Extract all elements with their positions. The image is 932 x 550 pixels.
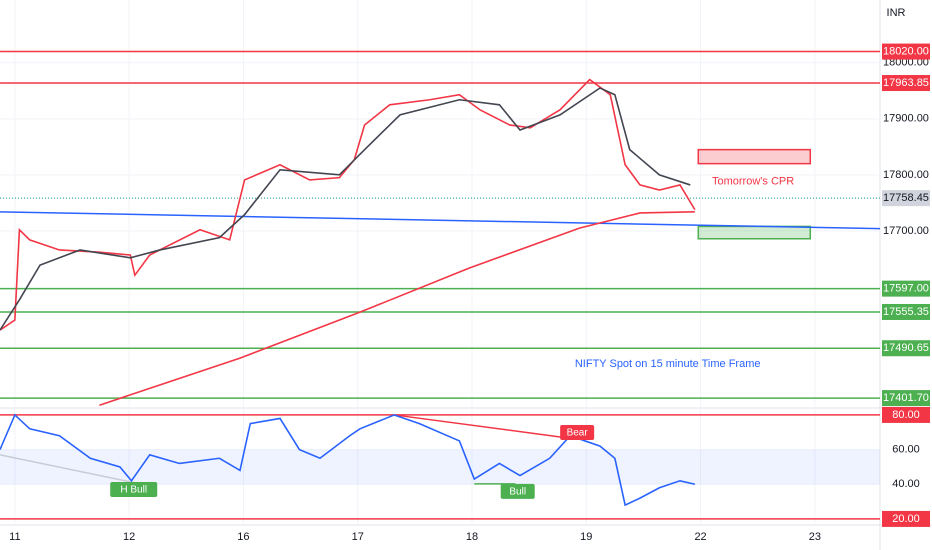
zone <box>697 148 812 165</box>
annotation-box <box>500 483 535 499</box>
level-label-box <box>882 303 930 320</box>
trend-line <box>0 211 881 230</box>
level-label: 18020.00 <box>883 45 929 57</box>
band <box>0 449 880 485</box>
level-label-box <box>882 280 930 297</box>
y-tick-label: 18000.00 <box>883 57 929 69</box>
level-label: 17490.65 <box>883 342 929 354</box>
level-label-box <box>882 390 930 407</box>
level-label: 17555.35 <box>883 306 929 318</box>
level-label-box <box>882 75 930 92</box>
level-label: 17963.85 <box>883 77 929 89</box>
y-tick-label: 17700.00 <box>883 225 929 237</box>
level-label: 17758.45 <box>883 192 929 204</box>
y-tick-label: 60.00 <box>892 444 920 456</box>
divergence-line <box>394 414 578 440</box>
annotation: H Bull <box>120 485 147 496</box>
level-label: 17597.00 <box>883 283 929 295</box>
level-label: 80.00 <box>892 409 920 421</box>
level-label-box <box>882 510 930 527</box>
annotation: NIFTY Spot on 15 minute Time Frame <box>575 358 761 370</box>
level-label: 17401.70 <box>883 392 929 404</box>
x-tick-label: 22 <box>694 531 706 543</box>
annotation: Bull <box>509 487 526 498</box>
series-line <box>99 211 695 406</box>
level-label: 20.00 <box>892 513 920 525</box>
level-label-box <box>882 43 930 60</box>
level-label-box <box>882 340 930 357</box>
y-tick-label: 40.00 <box>892 478 920 490</box>
annotation: Tomorrow's CPR <box>712 175 794 187</box>
x-tick-label: 23 <box>809 531 821 543</box>
annotation: Bear <box>567 428 589 439</box>
x-tick-label: 19 <box>580 531 592 543</box>
annotation-box <box>560 424 595 440</box>
x-tick-label: 18 <box>466 531 478 543</box>
y-tick-label: 17800.00 <box>883 169 929 181</box>
x-tick-label: 12 <box>123 531 135 543</box>
level-label-box <box>882 406 930 423</box>
series-line <box>0 87 691 331</box>
axis-label: INR <box>887 7 906 19</box>
y-tick-label: 17900.00 <box>883 113 929 125</box>
annotation-box <box>110 481 158 497</box>
x-tick-label: 17 <box>352 531 364 543</box>
divergence-line <box>0 454 134 484</box>
series-line <box>0 413 696 507</box>
x-tick-label: 16 <box>237 531 249 543</box>
level-label-box <box>882 190 930 207</box>
x-tick-label: 11 <box>9 531 20 543</box>
zone <box>697 225 812 240</box>
